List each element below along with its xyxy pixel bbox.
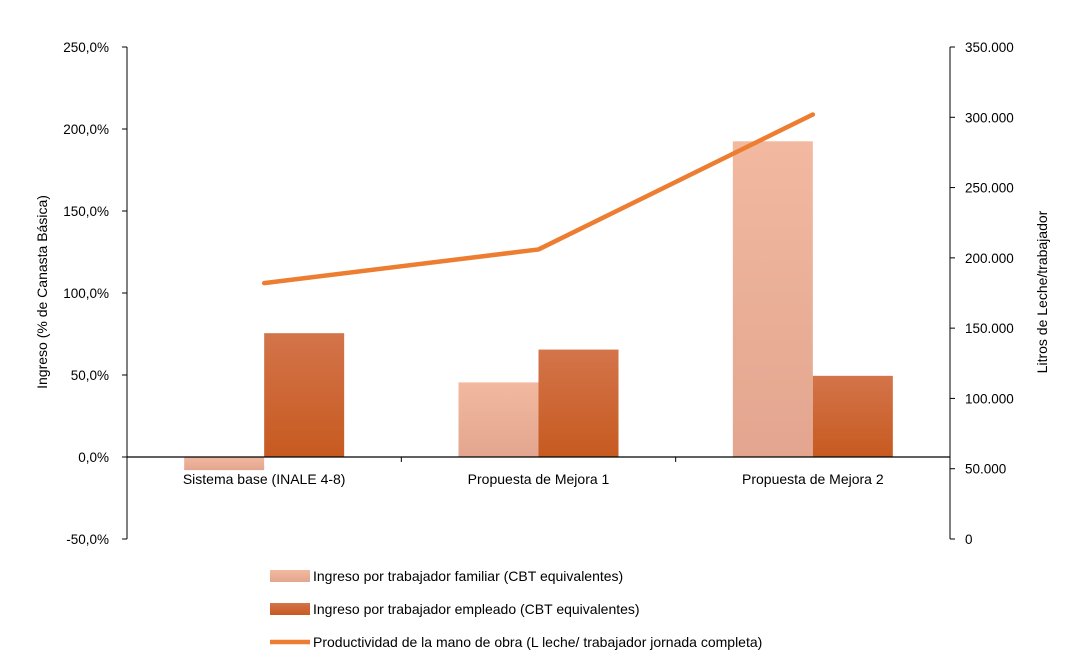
y2-tick-label: 350.000 <box>965 40 1014 55</box>
bar-familiar <box>184 457 265 471</box>
y2-tick-label: 150.000 <box>965 321 1014 336</box>
y-tick-label: 250,0% <box>63 40 109 55</box>
category-label: Sistema base (INALE 4-8) <box>183 471 346 487</box>
bar-familiar <box>732 141 813 458</box>
y-tick-label: -50,0% <box>66 532 109 547</box>
y2-tick-label: 200.000 <box>965 251 1014 266</box>
y-tick-label: 0,0% <box>78 450 109 465</box>
legend-swatch <box>270 570 310 582</box>
y2-tick-label: 100.000 <box>965 391 1014 406</box>
legend-label: Ingreso por trabajador familiar (CBT equ… <box>313 568 623 584</box>
productivity-line <box>261 112 816 286</box>
category-label: Propuesta de Mejora 2 <box>742 471 884 487</box>
legend-swatch <box>270 603 310 615</box>
bar-empleado <box>264 333 345 457</box>
y2-tick-label: 300.000 <box>965 110 1014 125</box>
y2-tick-label: 50.000 <box>965 462 1006 477</box>
category-label: Propuesta de Mejora 1 <box>468 471 610 487</box>
y2-axis-title: Litros de Leche/trabajador <box>1034 210 1050 373</box>
y-tick-label: 50,0% <box>71 368 109 383</box>
legend-label: Ingreso por trabajador empleado (CBT equ… <box>313 601 640 617</box>
y-tick-label: 150,0% <box>63 204 109 219</box>
y-axis-title: Ingreso (% de Canasta Básica) <box>34 195 50 389</box>
y2-tick-label: 0 <box>965 532 973 547</box>
bar-empleado <box>538 349 619 457</box>
legend-label: Productividad de la mano de obra (L lech… <box>313 634 762 650</box>
bar-familiar <box>458 382 539 457</box>
y-tick-label: 200,0% <box>63 122 109 137</box>
y-tick-label: 100,0% <box>63 286 109 301</box>
bar-empleado <box>812 375 893 457</box>
y2-tick-label: 250.000 <box>965 181 1014 196</box>
